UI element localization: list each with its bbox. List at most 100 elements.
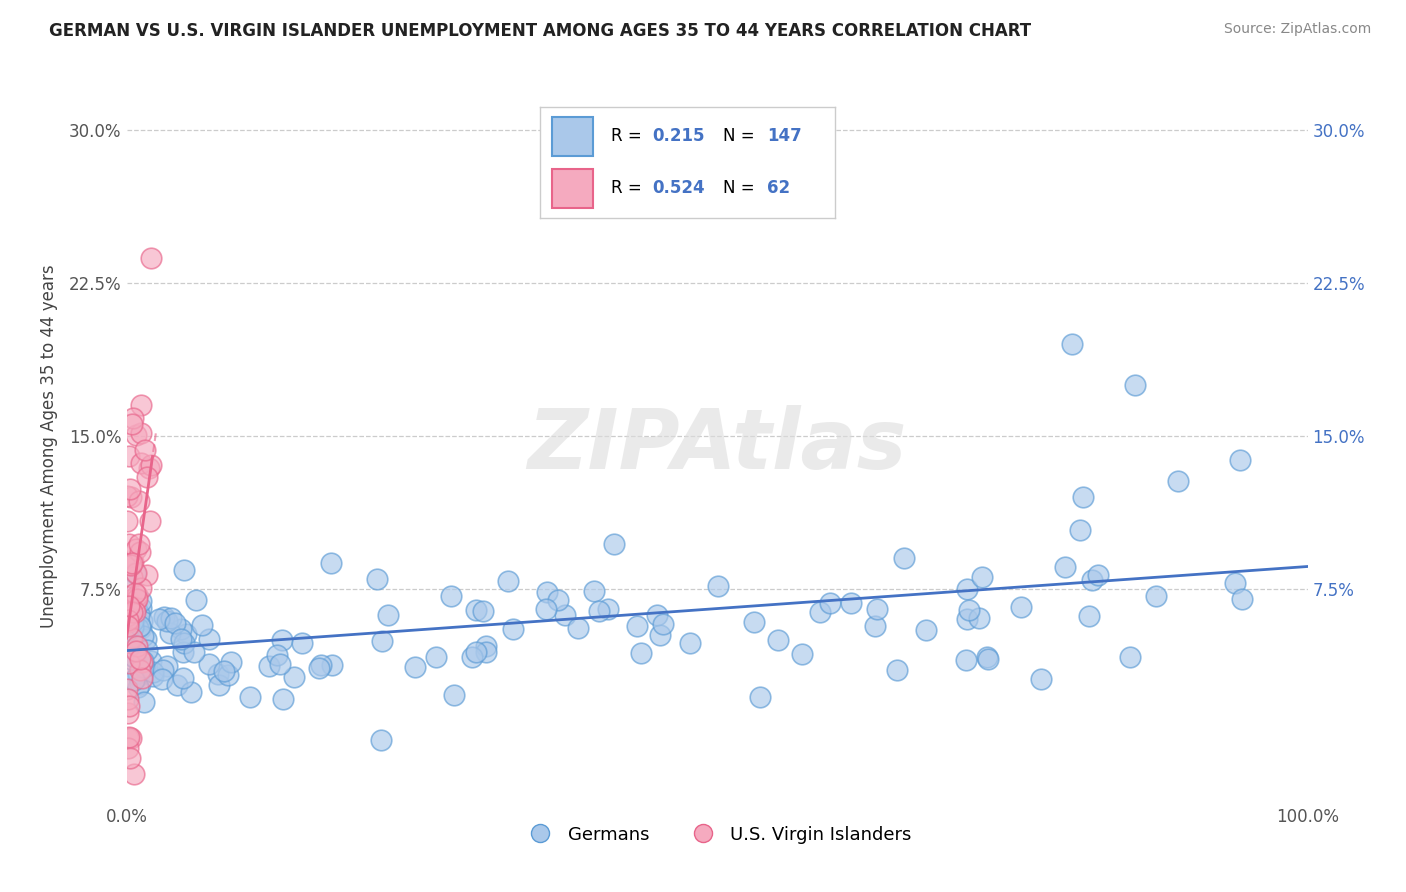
Point bbox=[117, 706, 139, 720]
Point bbox=[155, 658, 177, 673]
Point bbox=[808, 605, 831, 619]
Point bbox=[404, 660, 426, 674]
Legend: Germans, U.S. Virgin Islanders: Germans, U.S. Virgin Islanders bbox=[515, 819, 920, 851]
Point bbox=[461, 649, 484, 664]
Point bbox=[118, 609, 141, 624]
Point bbox=[118, 537, 141, 551]
Point bbox=[125, 542, 148, 557]
Point bbox=[425, 650, 447, 665]
Point bbox=[443, 688, 465, 702]
Point bbox=[217, 667, 239, 681]
Point bbox=[124, 427, 146, 442]
Point bbox=[122, 554, 145, 568]
Point bbox=[118, 731, 141, 745]
Point bbox=[183, 645, 205, 659]
Point bbox=[125, 592, 148, 607]
Point bbox=[321, 658, 343, 673]
Point bbox=[173, 635, 195, 649]
Point bbox=[472, 604, 495, 618]
Point bbox=[969, 611, 991, 625]
Point bbox=[117, 691, 139, 706]
Point bbox=[131, 621, 153, 635]
Point bbox=[122, 410, 145, 425]
Point bbox=[536, 585, 558, 599]
Point bbox=[121, 631, 143, 645]
Point bbox=[191, 617, 214, 632]
Point bbox=[198, 632, 221, 646]
Point bbox=[291, 636, 314, 650]
Point bbox=[1073, 490, 1095, 504]
Point bbox=[970, 570, 993, 584]
Text: Source: ZipAtlas.com: Source: ZipAtlas.com bbox=[1223, 22, 1371, 37]
Point bbox=[136, 642, 159, 657]
Point bbox=[1229, 453, 1251, 467]
Point bbox=[370, 732, 392, 747]
Point bbox=[117, 578, 139, 592]
Point bbox=[117, 619, 139, 633]
Point bbox=[257, 658, 280, 673]
Point bbox=[598, 601, 620, 615]
Point bbox=[125, 639, 148, 653]
Point bbox=[1077, 609, 1099, 624]
Point bbox=[115, 514, 138, 528]
Point bbox=[117, 592, 139, 607]
Point bbox=[153, 610, 176, 624]
Point bbox=[976, 649, 998, 664]
Point bbox=[141, 458, 163, 472]
Point bbox=[124, 586, 146, 600]
Point bbox=[120, 731, 142, 745]
Text: GERMAN VS U.S. VIRGIN ISLANDER UNEMPLOYMENT AMONG AGES 35 TO 44 YEARS CORRELATIO: GERMAN VS U.S. VIRGIN ISLANDER UNEMPLOYM… bbox=[49, 22, 1032, 40]
Point bbox=[136, 568, 159, 582]
Point bbox=[118, 483, 141, 497]
Point bbox=[208, 678, 231, 692]
Point bbox=[127, 666, 149, 681]
Point bbox=[118, 656, 141, 670]
Point bbox=[170, 622, 193, 636]
Point bbox=[127, 592, 149, 607]
Point bbox=[1053, 560, 1076, 574]
Point bbox=[128, 663, 150, 677]
Point bbox=[138, 514, 160, 528]
Point bbox=[127, 668, 149, 682]
Point bbox=[121, 417, 143, 431]
Point bbox=[121, 605, 143, 619]
Point bbox=[1029, 672, 1052, 686]
Point bbox=[1081, 574, 1104, 588]
Point bbox=[172, 645, 194, 659]
Point bbox=[266, 648, 288, 662]
Point bbox=[118, 449, 141, 463]
Point bbox=[152, 663, 174, 677]
Point bbox=[132, 629, 155, 643]
Point bbox=[1119, 650, 1142, 665]
Point bbox=[129, 425, 152, 440]
Point bbox=[120, 558, 142, 573]
Point bbox=[120, 632, 142, 646]
Point bbox=[366, 572, 388, 586]
Point bbox=[122, 603, 145, 617]
Point bbox=[136, 469, 159, 483]
Point bbox=[139, 252, 162, 266]
Point bbox=[125, 599, 148, 614]
Point bbox=[173, 562, 195, 576]
Point bbox=[166, 678, 188, 692]
Point bbox=[1087, 568, 1109, 582]
Point bbox=[914, 623, 936, 637]
Point bbox=[117, 623, 139, 637]
Point bbox=[440, 589, 463, 603]
Point bbox=[134, 442, 156, 457]
Point bbox=[115, 681, 138, 696]
Point bbox=[630, 646, 652, 660]
Point bbox=[159, 626, 181, 640]
Point bbox=[197, 657, 219, 671]
Point bbox=[127, 621, 149, 635]
Point bbox=[117, 741, 139, 756]
Point bbox=[603, 537, 626, 551]
Point bbox=[122, 650, 145, 665]
Point bbox=[117, 558, 139, 572]
Point bbox=[125, 635, 148, 649]
Point bbox=[174, 627, 197, 641]
Point bbox=[645, 608, 668, 623]
Point bbox=[127, 680, 149, 694]
Point bbox=[122, 673, 145, 687]
Point bbox=[129, 652, 152, 666]
